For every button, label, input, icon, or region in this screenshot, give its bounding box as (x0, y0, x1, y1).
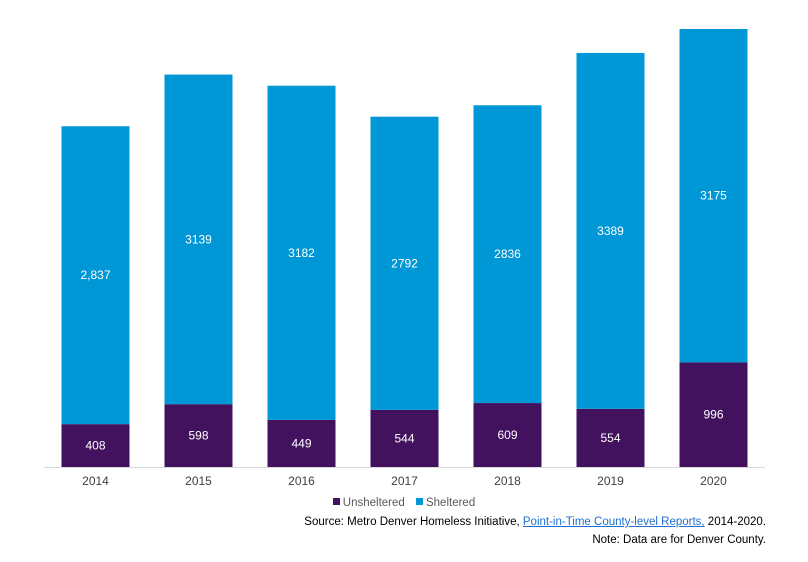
bar-sheltered-2015 (164, 74, 233, 405)
x-tick-label-2020: 2020 (700, 474, 727, 488)
bar-unsheltered-2020 (679, 362, 748, 467)
bars-group: 408 2,837 598 3139 449 3182 544 2792 609 2836 554 3… (61, 29, 748, 467)
data-label-sheltered-2017: 2792 (391, 256, 418, 270)
source-suffix: 2014-2020. (704, 516, 766, 528)
stacked-bar-chart: 408 2,837 598 3139 449 3182 544 2792 609 2836 554 3… (44, 29, 765, 488)
data-label-unsheltered-2015: 598 (188, 429, 208, 443)
legend-label-unsheltered: Unsheltered (342, 497, 405, 509)
data-label-unsheltered-2014: 408 (85, 439, 105, 453)
data-label-sheltered-2016: 3182 (288, 246, 315, 260)
data-label-unsheltered-2020: 996 (703, 408, 723, 422)
data-label-sheltered-2018: 2836 (494, 247, 521, 261)
bar-sheltered-2018 (473, 105, 542, 404)
x-tick-label-2014: 2014 (82, 474, 109, 488)
data-label-unsheltered-2016: 449 (291, 436, 311, 450)
bar-unsheltered-2019 (576, 408, 645, 467)
bar-sheltered-2014 (61, 126, 130, 425)
x-tick-label-2019: 2019 (597, 474, 624, 488)
x-axis-ticks: 2014 2015 2016 2017 2018 2019 2020 (82, 474, 727, 488)
bar-unsheltered-2017 (370, 409, 439, 467)
x-tick-label-2018: 2018 (494, 474, 521, 488)
bar-sheltered-2017 (370, 116, 439, 410)
x-tick-label-2017: 2017 (391, 474, 418, 488)
bar-sheltered-2016 (267, 85, 336, 420)
legend-label-sheltered: Sheltered (425, 497, 476, 509)
source-prefix: Source: Metro Denver Homeless Initiative… (304, 516, 523, 528)
data-label-sheltered-2020: 3175 (700, 189, 727, 203)
legend-swatch-unsheltered (332, 498, 340, 505)
data-label-unsheltered-2017: 544 (394, 431, 414, 445)
bar-unsheltered-2018 (473, 403, 542, 467)
data-label-sheltered-2014: 2,837 (80, 268, 110, 282)
legend-swatch-sheltered (415, 498, 423, 505)
source-link[interactable]: Point-in-Time County-level Reports, (522, 516, 705, 528)
bar-unsheltered-2014 (61, 424, 130, 467)
bar-sheltered-2020 (679, 29, 748, 363)
legend: Unsheltered Sheltered (0, 497, 808, 509)
bar-unsheltered-2015 (164, 404, 233, 467)
source-citation: Source: Metro Denver Homeless Initiative… (304, 516, 766, 528)
data-label-sheltered-2019: 3389 (597, 224, 624, 238)
data-label-unsheltered-2019: 554 (600, 431, 620, 445)
data-label-sheltered-2015: 3139 (185, 232, 212, 246)
x-tick-label-2016: 2016 (288, 474, 315, 488)
legend-item-unsheltered: Unsheltered (332, 497, 405, 509)
x-tick-label-2015: 2015 (185, 474, 212, 488)
legend-item-sheltered: Sheltered (415, 497, 476, 509)
bar-unsheltered-2016 (267, 419, 336, 467)
bar-sheltered-2019 (576, 52, 645, 409)
data-label-unsheltered-2018: 609 (497, 428, 517, 442)
data-note: Note: Data are for Denver County. (592, 534, 766, 546)
